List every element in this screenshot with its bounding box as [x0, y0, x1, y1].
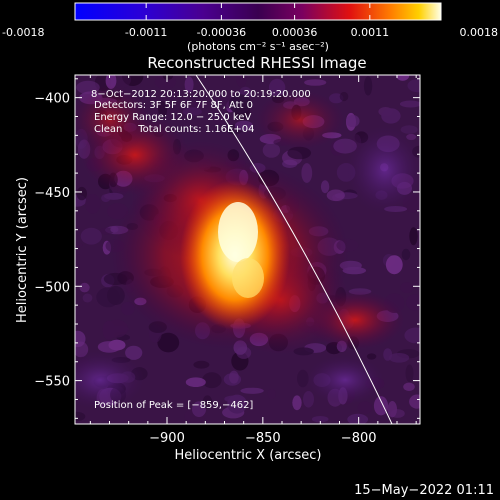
colorbar-tick-label: -0.0011	[125, 26, 167, 39]
solar-limb-line	[195, 74, 393, 425]
colorbar: -0.0018 -0.0011 -0.00036 0.00036 0.0011 0.001…	[2, 2, 499, 53]
annotations: 8−Oct−2012 20:13:20.000 to 20:19:20.000 …	[91, 89, 311, 411]
y-axis-title: Heliocentric Y (arcsec)	[15, 177, 30, 323]
peak-position-text: Position of Peak = [−859,−462]	[94, 400, 253, 411]
x-axis-title: Heliocentric X (arcsec)	[175, 448, 322, 463]
colorbar-tick-label: -0.0018	[2, 26, 44, 39]
y-tick-label: −450	[34, 186, 70, 201]
y-tick-label: −500	[34, 280, 70, 295]
colorbar-tick-label: 0.0018	[460, 26, 499, 39]
y-tick-label: −400	[34, 92, 70, 107]
colorbar-unit-label: (photons cm⁻² s⁻¹ asec⁻²)	[187, 40, 329, 53]
timestamp-footer: 15−May−2022 01:11	[354, 483, 494, 498]
detectors-text: Detectors: 3F 5F 6F 7F 8F, Att 0	[94, 100, 253, 111]
plot-title: Reconstructed RHESSI Image	[147, 54, 366, 72]
plot-frame	[74, 74, 421, 425]
axis-ticks: −900 −850 −800 −400 −450 −500 −550	[34, 75, 420, 446]
colorbar-tick-label: 0.00036	[272, 26, 318, 39]
method-counts-text: Clean Total counts: 1.16E+04	[94, 124, 254, 135]
time-range-text: 8−Oct−2012 20:13:20.000 to 20:19:20.000	[91, 89, 311, 100]
y-tick-label: −550	[34, 375, 70, 390]
x-tick-label: −800	[341, 431, 377, 446]
x-tick-label: −900	[149, 431, 185, 446]
colorbar-tick-label: 0.0011	[351, 26, 390, 39]
image-area	[75, 75, 420, 424]
x-tick-label: −850	[245, 431, 281, 446]
energy-range-text: Energy Range: 12.0 − 25.0 keV	[94, 112, 251, 123]
colorbar-gradient	[74, 2, 442, 21]
colorbar-tick-label: -0.00036	[197, 26, 246, 39]
